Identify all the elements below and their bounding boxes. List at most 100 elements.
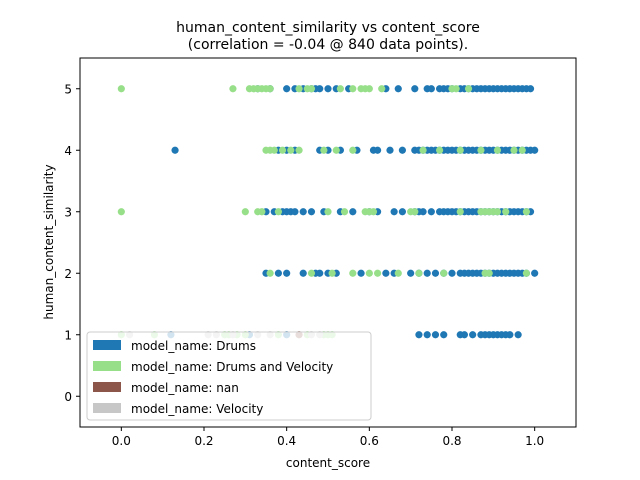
point-s1-15 — [365, 85, 373, 93]
y-tick-label-5: 5 — [64, 82, 72, 96]
plot-frame — [79, 57, 577, 428]
point-s1-11 — [336, 85, 344, 93]
point-s0-135 — [423, 269, 431, 277]
legend-label-3: model_name: Velocity — [131, 402, 263, 416]
y-tick-label-3: 3 — [64, 205, 72, 219]
point-s0-125 — [299, 269, 307, 277]
point-s0-8 — [316, 85, 324, 93]
point-s1-64 — [440, 269, 448, 277]
point-s0-87 — [307, 208, 316, 216]
point-s1-54 — [502, 208, 510, 216]
point-s1-7 — [266, 85, 274, 93]
point-s0-47 — [374, 146, 382, 154]
point-s1-56 — [266, 269, 274, 277]
point-s1-42 — [340, 208, 349, 216]
legend-swatch-0 — [93, 340, 121, 350]
point-s0-16 — [427, 85, 435, 93]
y-axis-label: human_content_similarity — [42, 164, 56, 319]
point-s1-18 — [452, 85, 460, 93]
point-s1-45 — [369, 208, 378, 216]
point-s1-57 — [307, 269, 316, 277]
y-tick-label-2: 2 — [64, 267, 72, 281]
point-s1-63 — [415, 269, 423, 277]
legend-frame — [86, 331, 372, 421]
point-s1-30 — [436, 146, 444, 154]
point-s1-12 — [349, 85, 357, 93]
point-s0-98 — [427, 208, 435, 216]
point-s0-38 — [526, 85, 535, 93]
point-s1-31 — [456, 146, 464, 154]
point-s1-28 — [349, 146, 357, 154]
point-s0-175 — [514, 331, 522, 339]
point-s1-58 — [328, 269, 336, 277]
point-s1-61 — [374, 269, 382, 277]
point-s1-25 — [295, 146, 303, 154]
point-s1-27 — [332, 146, 340, 154]
point-s0-85 — [291, 208, 299, 216]
point-s0-161 — [423, 331, 431, 339]
point-s1-67 — [522, 269, 531, 277]
point-s0-174 — [506, 331, 514, 339]
x-tick-label-1: 0.2 — [194, 434, 213, 448]
point-s0-156 — [531, 269, 539, 277]
point-s1-60 — [365, 269, 373, 277]
x-tick-label-3: 0.6 — [360, 434, 379, 448]
point-s0-127 — [316, 269, 324, 277]
legend: model_name: Drums model_name: Drums and V… — [86, 331, 372, 421]
point-s0-133 — [407, 269, 415, 277]
ticks-layer: 0.0 0.2 0.4 0.6 0.8 1.0 0 1 2 3 4 5 — [64, 82, 544, 448]
point-s0-138 — [448, 269, 456, 277]
point-s0-0 — [171, 146, 179, 154]
point-s1-16 — [378, 85, 386, 93]
point-s1-47 — [411, 208, 419, 216]
point-s1-26 — [320, 146, 328, 154]
y-tick-label-1: 1 — [64, 328, 72, 342]
point-s0-79 — [531, 146, 539, 154]
legend-swatch-2 — [93, 382, 121, 392]
point-s1-37 — [241, 208, 249, 216]
point-s0-48 — [386, 146, 394, 154]
point-s0-131 — [382, 269, 390, 277]
point-s0-130 — [357, 269, 365, 277]
point-s1-23 — [278, 146, 287, 154]
point-s1-35 — [518, 146, 526, 154]
point-s0-160 — [415, 331, 423, 339]
point-s1-19 — [464, 85, 473, 93]
legend-label-1: model_name: Drums and Velocity — [131, 360, 333, 374]
point-s1-48 — [456, 208, 464, 216]
point-s0-90 — [349, 208, 357, 216]
point-s0-166 — [469, 331, 477, 339]
point-s1-8 — [295, 85, 303, 93]
point-s1-36 — [117, 208, 125, 216]
chart-title-line2: (correlation = -0.04 @ 840 data points). — [188, 37, 468, 53]
point-s1-39 — [258, 208, 266, 216]
point-s1-55 — [522, 208, 531, 216]
point-s1-24 — [287, 146, 295, 154]
point-s0-163 — [440, 331, 448, 339]
point-s1-32 — [477, 146, 485, 154]
legend-label-0: model_name: Drums — [131, 339, 256, 353]
point-s1-34 — [510, 146, 518, 154]
point-s0-3 — [283, 85, 291, 93]
point-s1-59 — [349, 269, 357, 277]
point-s0-124 — [283, 269, 291, 277]
point-s0-123 — [274, 269, 282, 277]
y-tick-label-0: 0 — [64, 390, 72, 404]
point-s1-62 — [394, 269, 402, 277]
x-tick-label-2: 0.4 — [277, 434, 296, 448]
point-s0-93 — [390, 208, 398, 216]
point-s0-13 — [394, 85, 402, 93]
point-s1-33 — [493, 146, 502, 154]
y-tick-label-4: 4 — [64, 144, 72, 158]
point-s0-14 — [411, 85, 419, 93]
point-s0-86 — [299, 208, 307, 216]
point-s1-40 — [274, 208, 282, 216]
point-s0-97 — [419, 208, 427, 216]
point-s1-0 — [117, 85, 125, 93]
legend-swatch-3 — [93, 403, 121, 413]
point-s0-49 — [398, 146, 406, 154]
point-s1-29 — [419, 146, 427, 154]
point-s1-53 — [493, 208, 502, 216]
chart-title-line1: human_content_similarity vs content_scor… — [176, 20, 480, 36]
